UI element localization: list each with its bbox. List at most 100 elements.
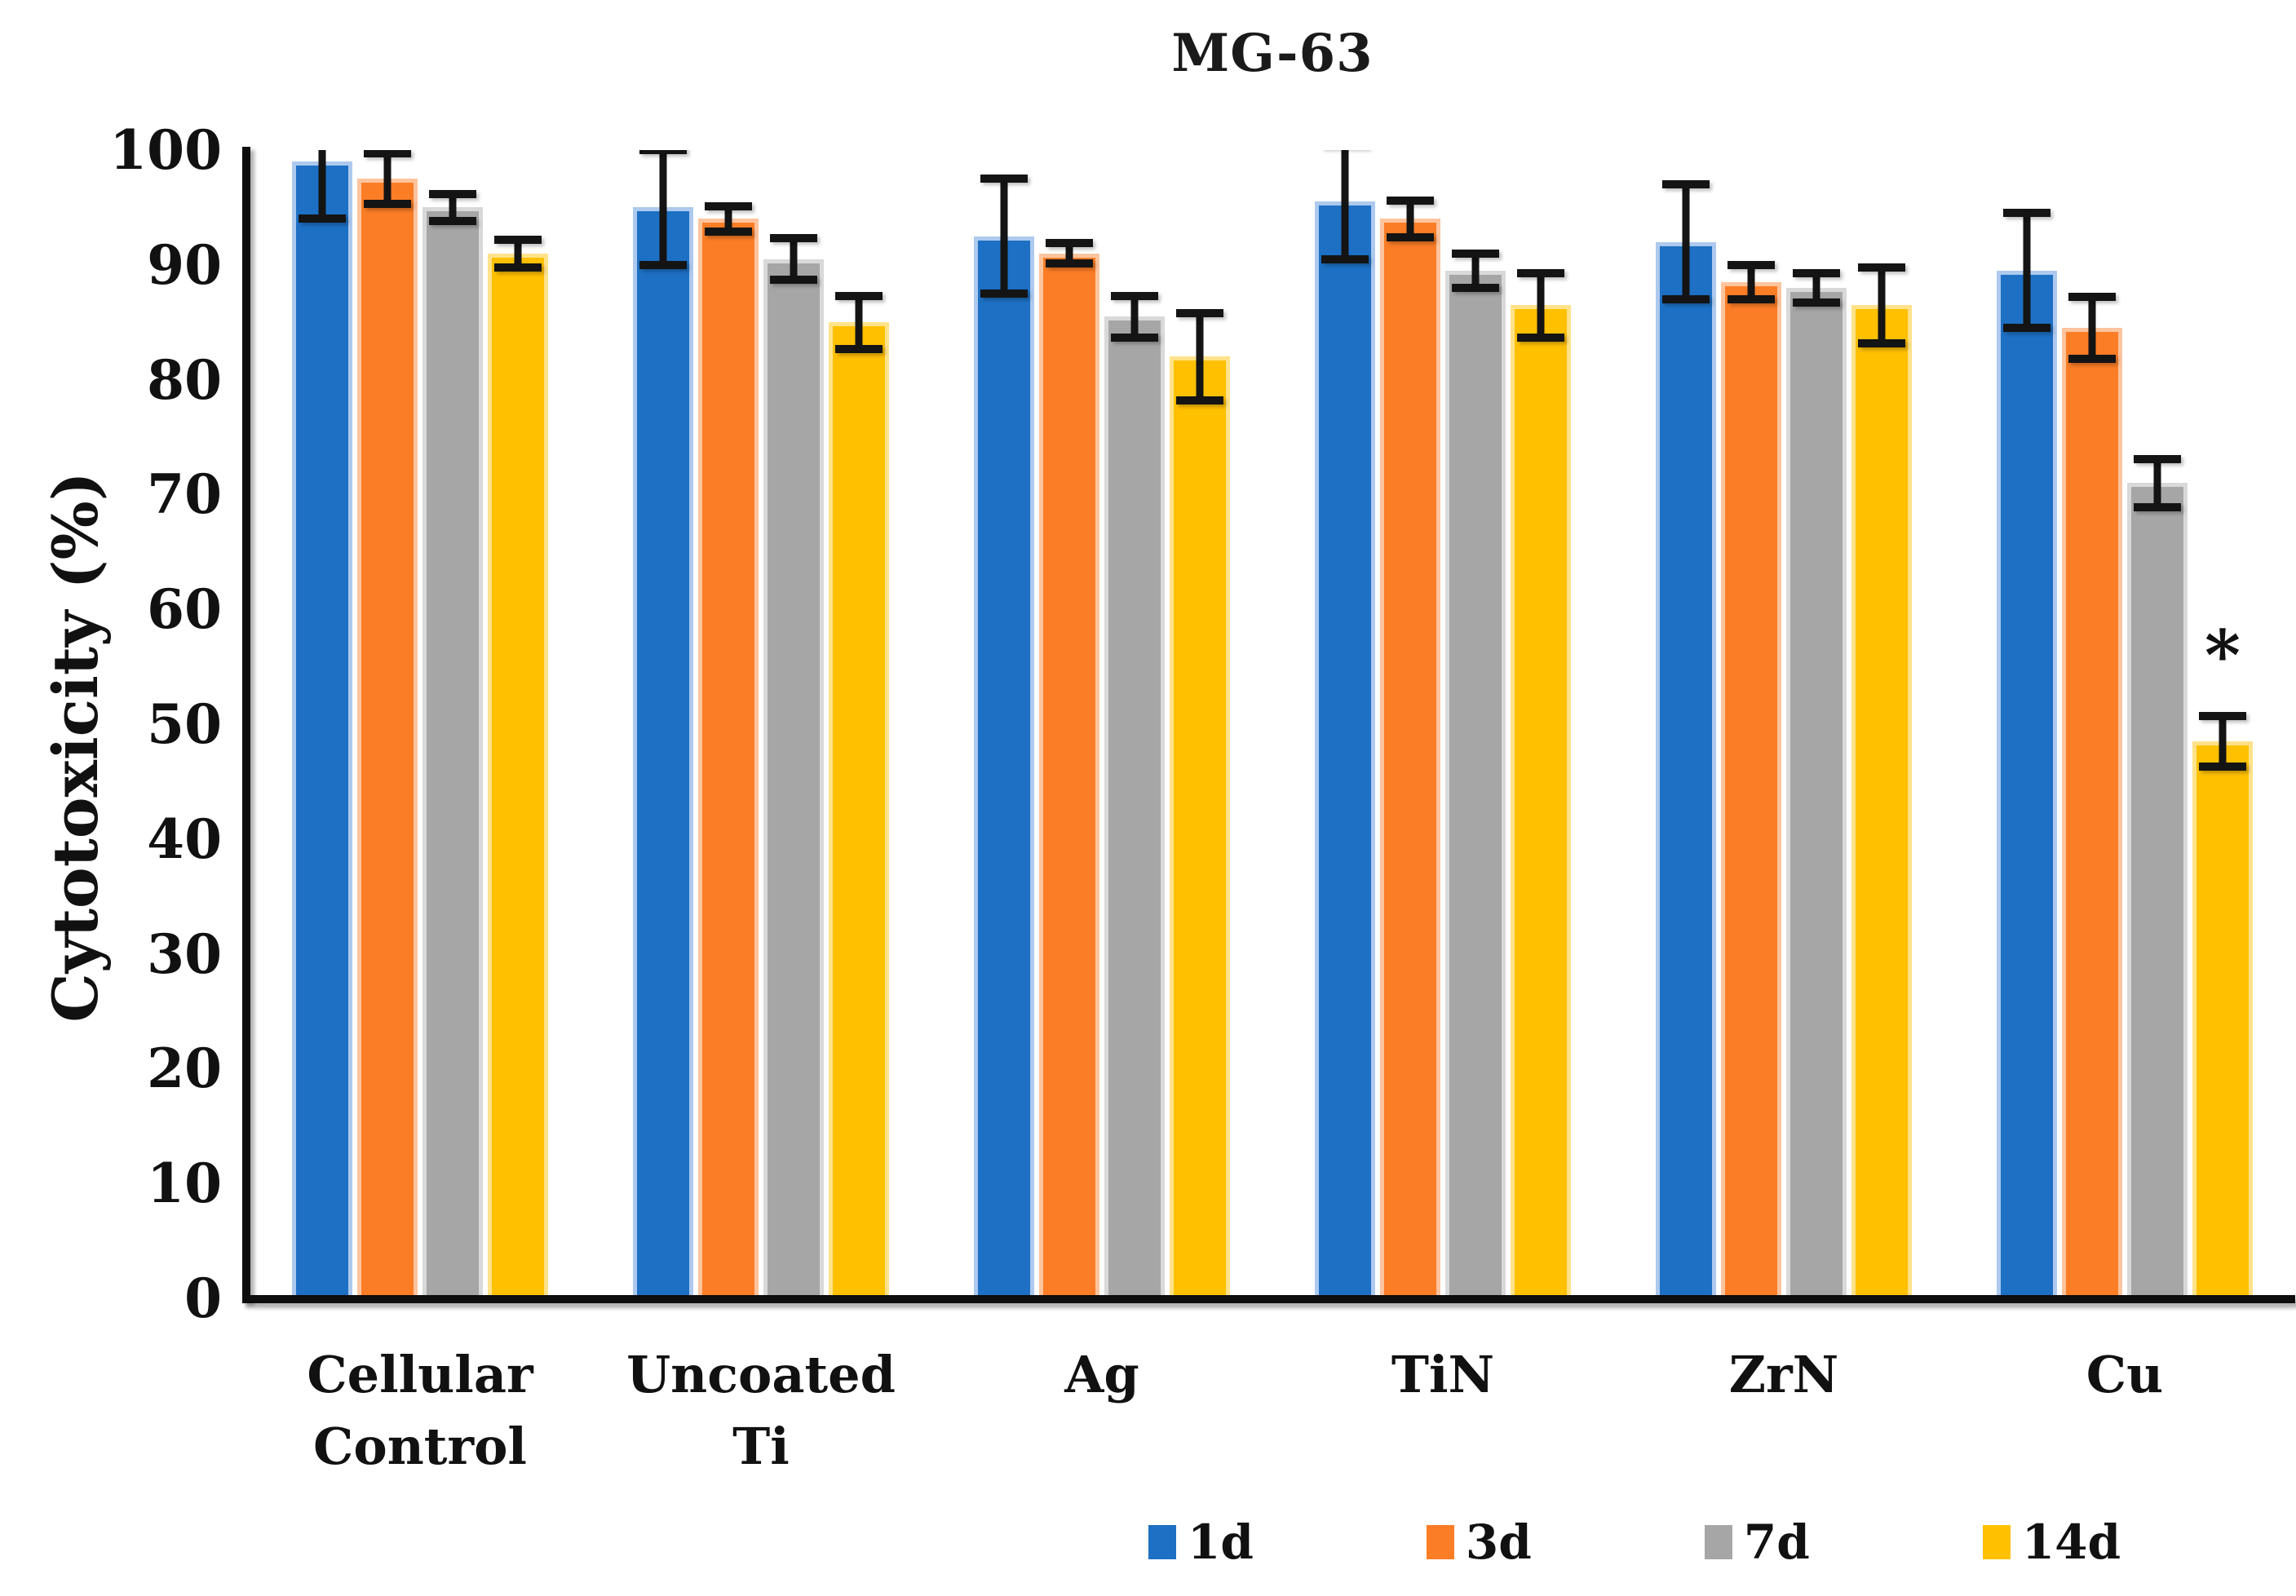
bar-14d-uncoated-ti <box>829 291 889 1298</box>
chart-title: MG-63 <box>1171 23 1374 84</box>
error-bar-cap-top <box>2003 209 2050 218</box>
bar-group-zrn <box>1613 150 1954 1298</box>
error-bar-cap-top <box>1728 260 1775 269</box>
legend-label: 3d <box>1465 1514 1532 1570</box>
bar-3d-cellular-control <box>357 150 418 1298</box>
category-label-tin: TiN <box>1391 1345 1495 1404</box>
y-tick-label: 20 <box>147 1037 222 1101</box>
bar-7d-tin <box>1445 249 1506 1298</box>
bar-7d-ag <box>1104 291 1165 1298</box>
error-bar <box>1065 243 1073 264</box>
bar-1d-cellular-control <box>292 150 352 1298</box>
error-bar-cap-bottom <box>1111 333 1158 342</box>
bar-1d-uncoated-ti <box>633 150 693 1298</box>
plot-area: * <box>250 150 2295 1298</box>
y-tick-label: 0 <box>184 1267 222 1330</box>
error-bar <box>1341 150 1349 259</box>
category-label-zrn: ZrN <box>1728 1345 1839 1404</box>
bar-3d-tin <box>1380 196 1440 1298</box>
y-tick-label: 70 <box>147 462 222 527</box>
category-label-ag: Ag <box>1064 1345 1139 1404</box>
error-bar-cap-bottom <box>429 217 476 226</box>
legend-label: 14d <box>2021 1514 2121 1570</box>
x-axis-category-labels: Cellular Control Uncoated Ti Ag TiN ZrN Cu <box>250 1339 2295 1483</box>
error-bar-cap-top <box>705 202 752 210</box>
category-label-cellular-control: Cellular Control <box>307 1345 533 1477</box>
bar-14d-tin <box>1511 268 1571 1298</box>
error-bar-cap-bottom <box>705 227 752 236</box>
error-bar-cap-bottom <box>1662 295 1710 304</box>
error-bar-cap-top <box>835 291 883 300</box>
error-bar-cap-top <box>2134 454 2181 463</box>
error-bar <box>383 153 392 205</box>
error-bar-cap-top <box>1111 291 1158 300</box>
legend-label: 7d <box>1743 1514 1810 1570</box>
bar-14d-cellular-control <box>488 235 548 1298</box>
y-axis-line <box>242 147 250 1302</box>
bar-1d-tin <box>1315 150 1375 1298</box>
error-bar <box>1878 267 1886 343</box>
bar-7d-zrn <box>1786 268 1847 1298</box>
legend-item-1d: 1d <box>1148 1519 1254 1566</box>
bar-7d-cellular-control <box>422 189 483 1298</box>
bar-7d-cu <box>2127 454 2188 1298</box>
bar-7d-uncoated-ti <box>763 234 824 1298</box>
bar-group-tin <box>1272 150 1613 1298</box>
error-bar-cap-top <box>1176 308 1223 317</box>
y-tick-label: 40 <box>147 807 222 871</box>
error-bar <box>659 150 667 265</box>
y-tick-label: 10 <box>147 1152 222 1216</box>
bar-14d-ag <box>1170 308 1230 1298</box>
category-label-cu: Cu <box>2086 1345 2164 1404</box>
error-bar-cap-bottom <box>494 263 542 272</box>
error-bar-cap-bottom <box>1046 259 1093 268</box>
y-axis-tick-labels: 0 10 20 30 40 50 60 70 80 90 100 <box>49 0 222 1596</box>
y-tick-label: 60 <box>147 577 222 642</box>
error-bar <box>1812 272 1820 303</box>
y-tick-label: 90 <box>147 232 222 297</box>
error-bar-cap-top <box>1517 268 1564 277</box>
error-bar-cap-bottom <box>1858 338 1905 347</box>
bar-3d-uncoated-ti <box>698 202 759 1298</box>
error-bar-cap-bottom <box>2134 502 2181 511</box>
legend-item-14d: 14d <box>1982 1514 2121 1570</box>
error-bar <box>318 150 326 219</box>
legend-item-7d: 7d <box>1704 1514 1810 1570</box>
error-bar-cap-bottom <box>770 276 817 285</box>
error-bar-cap-top <box>1452 249 1499 258</box>
bar-1d-zrn <box>1656 180 1716 1298</box>
bar-14d-cu <box>2192 712 2253 1298</box>
error-bar <box>1471 253 1480 288</box>
error-bar-cap-bottom <box>980 290 1028 298</box>
legend-label: 1d <box>1188 1514 1254 1570</box>
bar-group-cu <box>1954 150 2295 1298</box>
legend-swatch-1d <box>1148 1525 1176 1559</box>
error-bar <box>514 239 522 267</box>
error-bar-cap-top <box>429 189 476 198</box>
bar-group-cellular-control <box>250 150 591 1298</box>
error-bar-cap-top <box>1046 239 1093 248</box>
legend-swatch-7d <box>1704 1525 1732 1559</box>
error-bar <box>2088 297 2096 360</box>
legend-item-3d: 3d <box>1426 1514 1532 1570</box>
error-bar-cap-bottom <box>1387 233 1434 241</box>
bar-1d-cu <box>1997 209 2057 1298</box>
y-tick-label: 80 <box>147 347 222 412</box>
error-bar <box>1537 272 1545 338</box>
error-bar-cap-bottom <box>2068 355 2116 364</box>
error-bar-cap-bottom <box>835 344 883 353</box>
bar-group-ag <box>931 150 1272 1298</box>
error-bar-cap-top <box>770 234 817 243</box>
error-bar-cap-top <box>980 175 1028 183</box>
y-tick-label: 100 <box>109 118 222 182</box>
error-bar <box>790 238 798 281</box>
error-bar <box>449 193 457 222</box>
error-bar-cap-bottom <box>1321 254 1369 263</box>
bar-14d-zrn <box>1851 263 1912 1298</box>
legend-swatch-3d <box>1426 1525 1454 1559</box>
error-bar-cap-top <box>639 150 687 155</box>
error-bar-cap-top <box>494 235 542 244</box>
error-bar <box>2153 458 2161 507</box>
error-bar-cap-top <box>1793 268 1840 277</box>
error-bar-cap-top <box>2068 293 2116 302</box>
